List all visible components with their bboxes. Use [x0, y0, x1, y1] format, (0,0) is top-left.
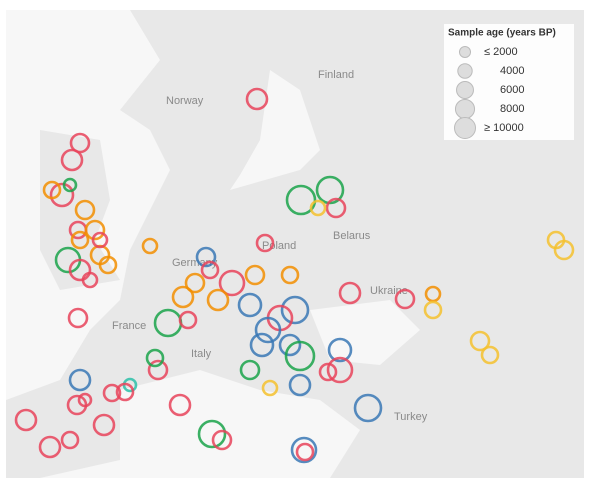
sample-circle: [394, 288, 416, 310]
sample-circle: [290, 436, 318, 464]
sample-circle: [254, 316, 282, 344]
sample-circle: [145, 348, 165, 368]
sample-circle: [60, 148, 84, 172]
place-label: Belarus: [333, 230, 371, 242]
sample-circle: [69, 132, 91, 154]
sample-circle: [62, 177, 78, 193]
sample-circle: [480, 345, 500, 365]
legend: Sample age (years BP) ≤ 2000 4000 6000 8000…: [444, 24, 574, 140]
sample-circle: [245, 87, 269, 111]
place-label: Finland: [318, 69, 354, 81]
place-labels: FinlandNorwayBelarusPolandGermanyUkraine…: [112, 69, 428, 423]
sample-circle: [327, 337, 353, 363]
legend-size-circle: [458, 45, 472, 59]
sample-circle: [68, 368, 92, 392]
sample-circle: [295, 442, 315, 462]
sample-circle: [171, 285, 195, 309]
legend-label: 8000: [500, 103, 524, 115]
sample-circle: [353, 393, 383, 423]
sample-circle: [81, 271, 99, 289]
sample-circle: [77, 392, 93, 408]
sample-circle: [309, 199, 327, 217]
sample-circle: [42, 180, 62, 200]
sample-circle: [60, 430, 80, 450]
sample-circle: [92, 413, 116, 437]
sample-circle: [255, 233, 275, 253]
sample-circle: [102, 383, 122, 403]
sample-circle: [195, 246, 217, 268]
legend-label: 4000: [500, 65, 524, 77]
sample-circle: [553, 239, 575, 261]
sample-circle: [338, 281, 362, 305]
sample-circle: [115, 382, 135, 402]
sample-circle: [284, 340, 316, 372]
mediterranean: [120, 370, 360, 478]
place-label: Italy: [191, 348, 212, 360]
sample-circle: [285, 184, 317, 216]
legend-label: ≥ 10000: [484, 122, 524, 134]
sample-circle: [211, 429, 233, 451]
sample-circle: [288, 373, 312, 397]
legend-size-circle: [454, 98, 476, 120]
sample-circle: [49, 182, 75, 208]
baltic-sea: [230, 70, 320, 190]
legend-title: Sample age (years BP): [448, 28, 556, 39]
sample-circle: [14, 408, 38, 432]
sample-circle: [469, 330, 491, 352]
sample-circle: [184, 272, 206, 294]
legend-label: 6000: [500, 84, 524, 96]
sample-circle: [200, 260, 220, 280]
black-sea: [310, 300, 420, 365]
sample-circle: [280, 295, 310, 325]
sample-circle: [261, 379, 279, 397]
sample-circle: [38, 435, 62, 459]
sample-circle: [218, 269, 246, 297]
legend-label: ≤ 2000: [484, 46, 518, 58]
land: [6, 10, 584, 478]
sample-circle: [325, 197, 347, 219]
sample-circle: [423, 300, 443, 320]
sample-circle: [70, 230, 90, 250]
legend-size-circle: [457, 63, 473, 79]
sample-circle: [84, 219, 106, 241]
sample-circle: [249, 332, 275, 358]
legend-size-circle: [454, 117, 476, 139]
sample-circle: [91, 231, 109, 249]
place-label: Norway: [166, 95, 204, 107]
samples: [14, 87, 575, 464]
sample-circle: [67, 307, 89, 329]
sample-circle: [237, 292, 263, 318]
sample-circle: [326, 356, 354, 384]
sample-circle: [280, 265, 300, 285]
place-label: Turkey: [394, 411, 428, 423]
sample-circle: [318, 362, 338, 382]
sample-circle: [206, 288, 230, 312]
sample-circle: [239, 359, 261, 381]
sample-circle: [74, 199, 96, 221]
place-label: France: [112, 320, 146, 332]
sample-circle: [178, 310, 198, 330]
sample-circle: [68, 258, 92, 282]
sample-circle: [197, 419, 227, 449]
sample-circle: [141, 237, 159, 255]
sample-circle: [278, 333, 302, 357]
sample-circle: [244, 264, 266, 286]
sample-circle: [147, 359, 169, 381]
sample-circle: [98, 255, 118, 275]
legend-size-circle: [456, 81, 474, 99]
sample-circle: [168, 393, 192, 417]
